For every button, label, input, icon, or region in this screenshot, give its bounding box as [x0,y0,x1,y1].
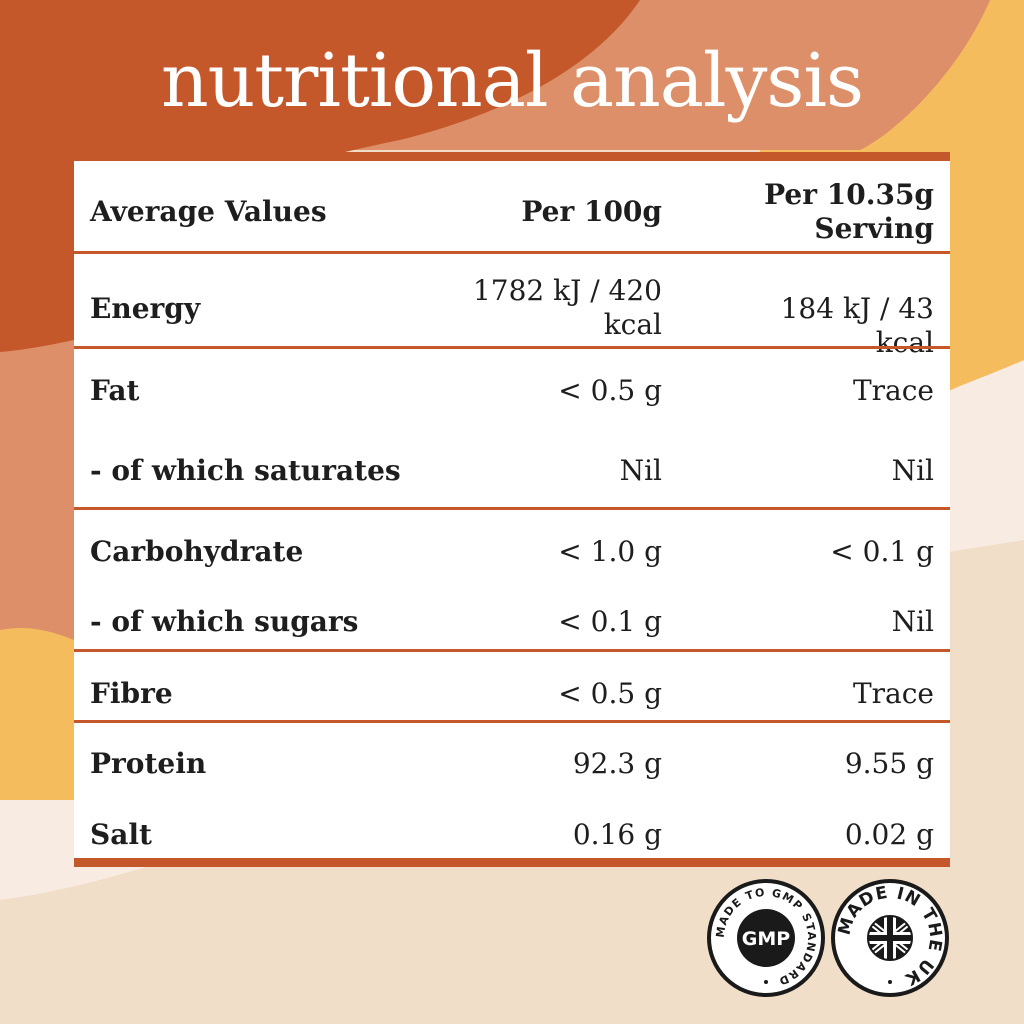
divider [74,346,950,349]
per-serving-value: Nil [891,605,934,638]
header-per-serving-line2: Serving [814,212,934,245]
made-in-uk-badge-icon: MADE IN THE UK [831,879,949,997]
per100-value: < 0.1 g [558,605,662,638]
per-serving-value: 184 kJ / 43 kcal [780,292,934,359]
row-label: - of which saturates [90,454,401,487]
gmp-badge-icon: MADE TO GMP STANDARD GMP [707,879,825,997]
row-label: Carbohydrate [90,535,304,568]
table-row: - of which sugars < 0.1 g Nil [74,605,950,645]
per100-value: 92.3 g [572,747,662,780]
table-row: Fibre < 0.5 g Trace [74,677,950,717]
per-serving-value: Nil [891,454,934,487]
table-row: Salt 0.16 g 0.02 g [74,818,950,858]
per-serving-value: 0.02 g [844,818,934,851]
row-label: Fibre [90,677,173,710]
gmp-center-text: GMP [742,928,791,950]
per100-value: 0.16 g [572,818,662,851]
table-row: Carbohydrate < 1.0 g < 0.1 g [74,535,950,575]
divider [74,720,950,723]
per100-value: < 1.0 g [558,535,662,568]
row-label: Energy [90,292,201,325]
divider [74,649,950,652]
divider [74,507,950,510]
row-label: - of which sugars [90,605,359,638]
row-label: Protein [90,747,207,780]
table-row: Fat < 0.5 g Trace [74,374,950,414]
nutrition-table: Average Values Per 100g Per 10.35g Servi… [74,152,950,867]
table-row: Protein 92.3 g 9.55 g [74,747,950,787]
table-row: Energy 1782 kJ / 420 kcal 184 kJ / 43 kc… [74,261,950,359]
row-label: Salt [90,818,152,851]
table-header-row: Average Values Per 100g Per 10.35g Servi… [74,178,950,251]
per100-value-line1: 1782 kJ / 420 [472,274,662,307]
per100-value-line2: kcal [603,308,662,341]
per-serving-value: Trace [852,677,934,710]
header-average-values: Average Values [90,195,327,228]
header-per-serving-line1: Per 10.35g [764,178,934,211]
page-title: nutritional analysis [160,38,864,124]
per-serving-value: < 0.1 g [830,535,934,568]
per100-value: < 0.5 g [558,374,662,407]
row-label: Fat [90,374,140,407]
header-per-100g: Per 100g [521,195,662,228]
divider [74,251,950,254]
per100-value: < 0.5 g [558,677,662,710]
table-row: - of which saturates Nil Nil [74,454,950,494]
per-serving-value: Trace [852,374,934,407]
per100-value: Nil [619,454,662,487]
per-serving-value: 9.55 g [844,747,934,780]
